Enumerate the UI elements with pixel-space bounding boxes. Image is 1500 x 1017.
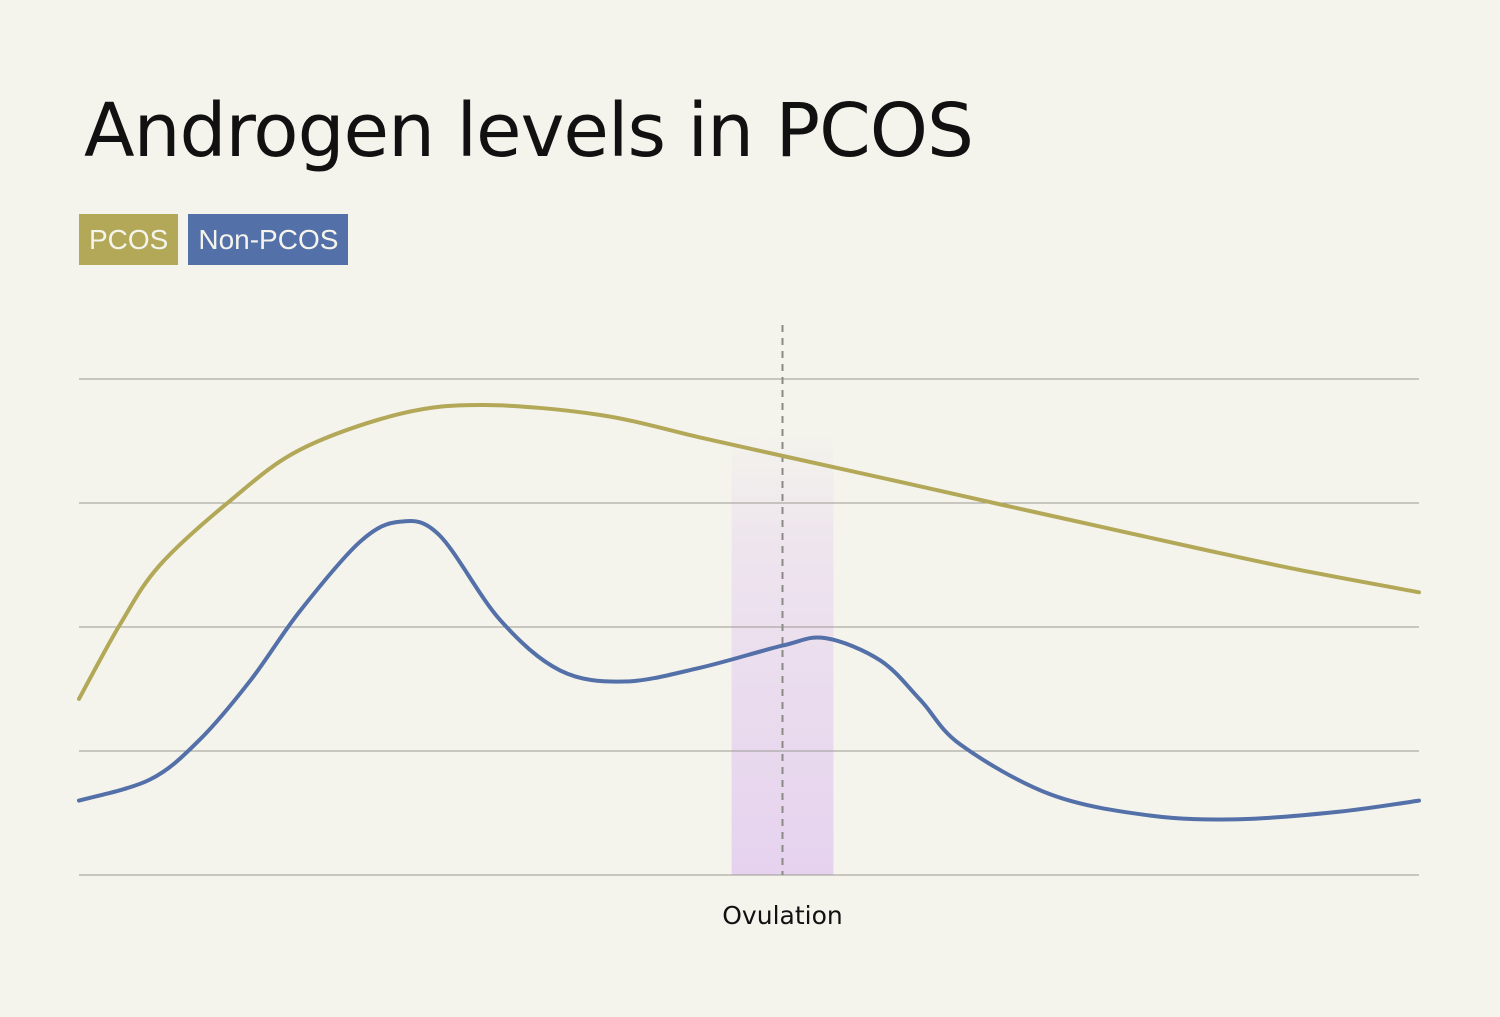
legend: PCOS Non-PCOS [79, 214, 349, 265]
legend-non-pcos: Non-PCOS [188, 214, 349, 265]
series-line-pcos [77, 403, 1421, 701]
ovulation-label: Ovulation [722, 901, 842, 930]
series-line-non-pcos [77, 519, 1421, 822]
legend-pcos: PCOS [79, 214, 179, 265]
chart-title: Androgen levels in PCOS [84, 88, 974, 174]
